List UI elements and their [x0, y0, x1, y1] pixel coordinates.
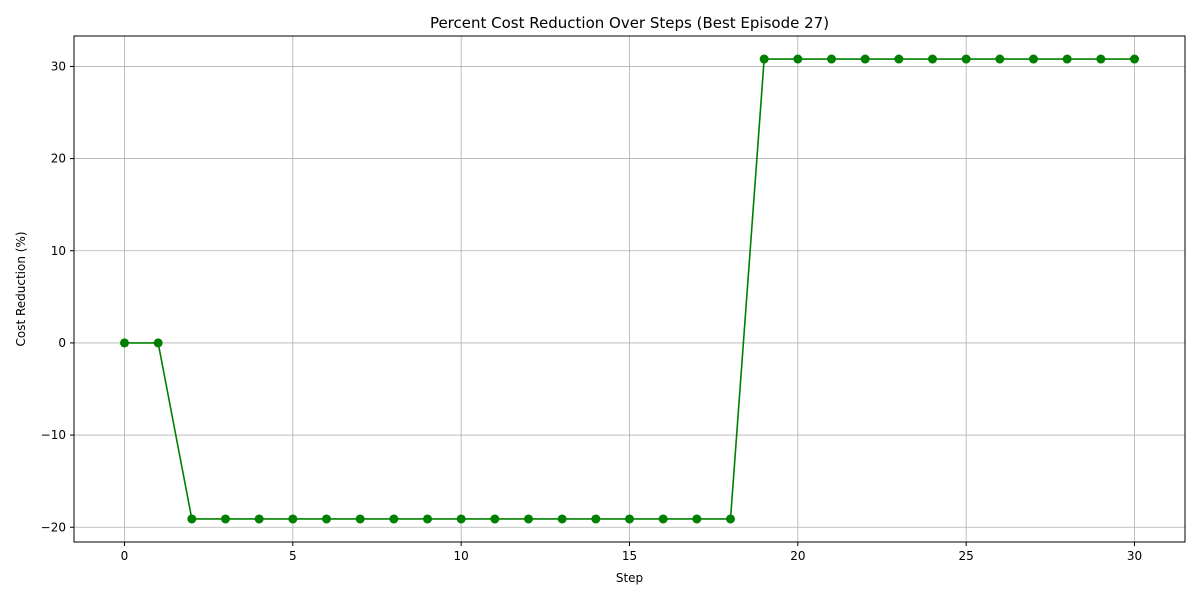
data-point [625, 514, 634, 524]
data-point [860, 54, 870, 64]
x-tick-label: 0 [121, 549, 129, 563]
data-point [557, 514, 567, 524]
x-axis-ticks: 0 5 10 15 20 25 30 [121, 542, 1142, 563]
y-axis-label: Cost Reduction (%) [14, 231, 28, 346]
data-point [961, 54, 971, 64]
data-point [456, 514, 466, 524]
data-point [726, 514, 735, 524]
data-point [894, 54, 904, 64]
chart-title: Percent Cost Reduction Over Steps (Best … [430, 14, 829, 32]
data-point [1096, 54, 1106, 64]
data-point [995, 54, 1005, 64]
data-point [221, 514, 230, 524]
x-tick-label: 20 [790, 549, 805, 563]
data-point [658, 514, 668, 524]
x-axis-label: Step [616, 571, 643, 585]
data-point [490, 514, 500, 524]
data-point [692, 514, 702, 524]
data-point [591, 514, 601, 524]
y-tick-label: 0 [58, 336, 66, 350]
y-axis-ticks: −20 −10 0 10 20 30 [41, 59, 74, 534]
data-point [827, 54, 836, 64]
y-tick-label: −20 [41, 520, 66, 534]
data-point [423, 514, 432, 524]
data-point [288, 514, 298, 524]
data-point [1029, 54, 1038, 64]
data-point [153, 338, 163, 348]
data-point [1130, 54, 1139, 64]
y-tick-label: −10 [41, 428, 66, 442]
y-tick-label: 10 [51, 244, 66, 258]
grid-lines [74, 36, 1185, 542]
x-tick-label: 30 [1127, 549, 1142, 563]
x-tick-label: 5 [289, 549, 297, 563]
data-point [322, 514, 331, 524]
data-point [524, 514, 533, 524]
x-tick-label: 25 [959, 549, 974, 563]
data-point [759, 54, 769, 64]
data-point [187, 514, 197, 524]
data-point [1062, 54, 1072, 64]
data-markers [120, 54, 1139, 524]
data-point [254, 514, 264, 524]
data-point [928, 54, 937, 64]
y-tick-label: 30 [51, 59, 66, 73]
data-point [793, 54, 803, 64]
data-point [389, 514, 399, 524]
data-point [120, 338, 129, 348]
data-point [355, 514, 365, 524]
y-tick-label: 20 [51, 152, 66, 166]
x-tick-label: 15 [622, 549, 637, 563]
x-tick-label: 10 [454, 549, 469, 563]
